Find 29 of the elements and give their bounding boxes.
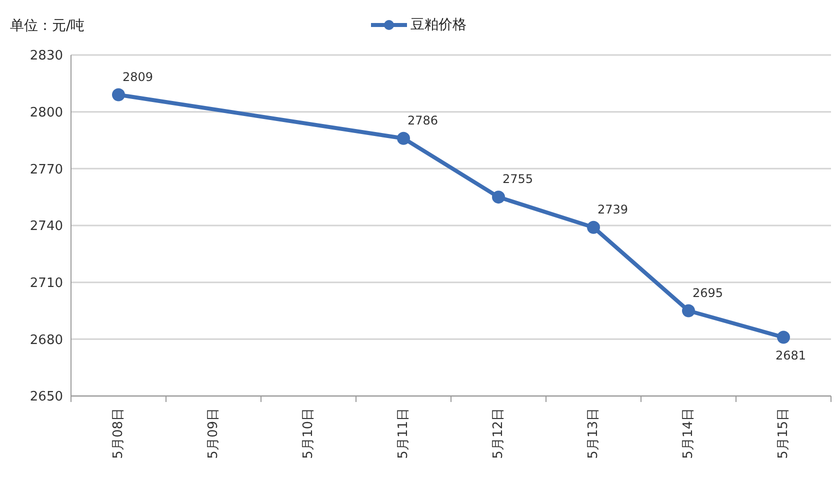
point: [492, 190, 505, 204]
x-tick-label: 5月08日: [111, 408, 126, 459]
x-tick-label: 5月09日: [206, 408, 221, 459]
point: [777, 330, 790, 344]
data-label: 2739: [598, 202, 628, 216]
x-tick-label: 5月12日: [491, 408, 506, 459]
data-label: 2681: [776, 348, 806, 362]
data-label: 2809: [122, 70, 154, 84]
x-tick-label: 5月13日: [586, 408, 601, 459]
point: [397, 132, 410, 145]
y-tick-label: 2710: [30, 276, 63, 291]
data-label: 2755: [502, 172, 534, 186]
x-tick-label: 5月14日: [681, 408, 696, 459]
y-tick-label: 2830: [30, 48, 63, 64]
y-tick-label: 2770: [30, 162, 63, 178]
data-label: 2786: [408, 113, 438, 128]
point: [587, 220, 600, 234]
x-tick-label: 5月11日: [396, 408, 411, 459]
legend-label: 豆粕价格: [410, 16, 466, 34]
y-tick-label: 2680: [30, 332, 63, 348]
x-tick-label: 5月10日: [301, 408, 316, 459]
y-tick-label: 2740: [30, 219, 63, 234]
point: [112, 88, 125, 102]
point: [682, 304, 695, 318]
y-tick-label: 2650: [30, 390, 63, 405]
y-tick-label: 2800: [30, 105, 63, 120]
x-tick-label: 5月15日: [776, 408, 791, 459]
data-label: 2695: [692, 286, 724, 300]
y-axis-title: 单位：元/吨: [10, 17, 85, 35]
